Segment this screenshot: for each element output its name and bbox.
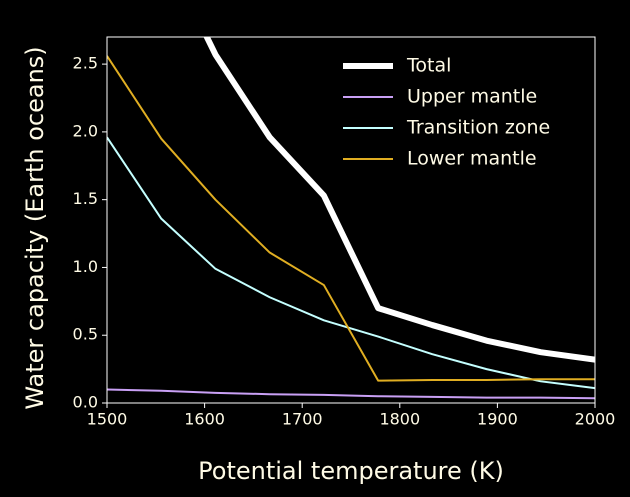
- y-tick-label: 1.5: [73, 189, 98, 208]
- y-tick-label: 2.5: [73, 54, 98, 73]
- series-line: [203, 37, 595, 363]
- x-tick-label: 1600: [184, 410, 225, 429]
- legend-label: Total: [406, 55, 451, 77]
- y-tick-label: 0.5: [73, 325, 98, 344]
- y-axis-label: Water capacity (Earth oceans): [21, 46, 49, 409]
- series-line: [107, 388, 595, 400]
- x-tick-label: 1500: [87, 410, 128, 429]
- legend-label: Upper mantle: [407, 86, 537, 108]
- x-tick-label: 1900: [477, 410, 518, 429]
- series-line: [107, 55, 595, 382]
- x-tick-label: 2000: [575, 410, 616, 429]
- x-axis-label: Potential temperature (K): [198, 457, 504, 485]
- y-tick-label: 1.0: [73, 257, 98, 276]
- legend-label: Lower mantle: [407, 148, 537, 170]
- y-tick-label: 0.0: [73, 393, 98, 412]
- plot-frame: [106, 36, 596, 404]
- legend-label: Transition zone: [406, 117, 550, 139]
- x-tick-label: 1700: [282, 410, 323, 429]
- plot-lines: [107, 37, 595, 400]
- series-line: [107, 136, 595, 390]
- y-tick-label: 2.0: [73, 121, 98, 140]
- x-tick-label: 1800: [379, 410, 420, 429]
